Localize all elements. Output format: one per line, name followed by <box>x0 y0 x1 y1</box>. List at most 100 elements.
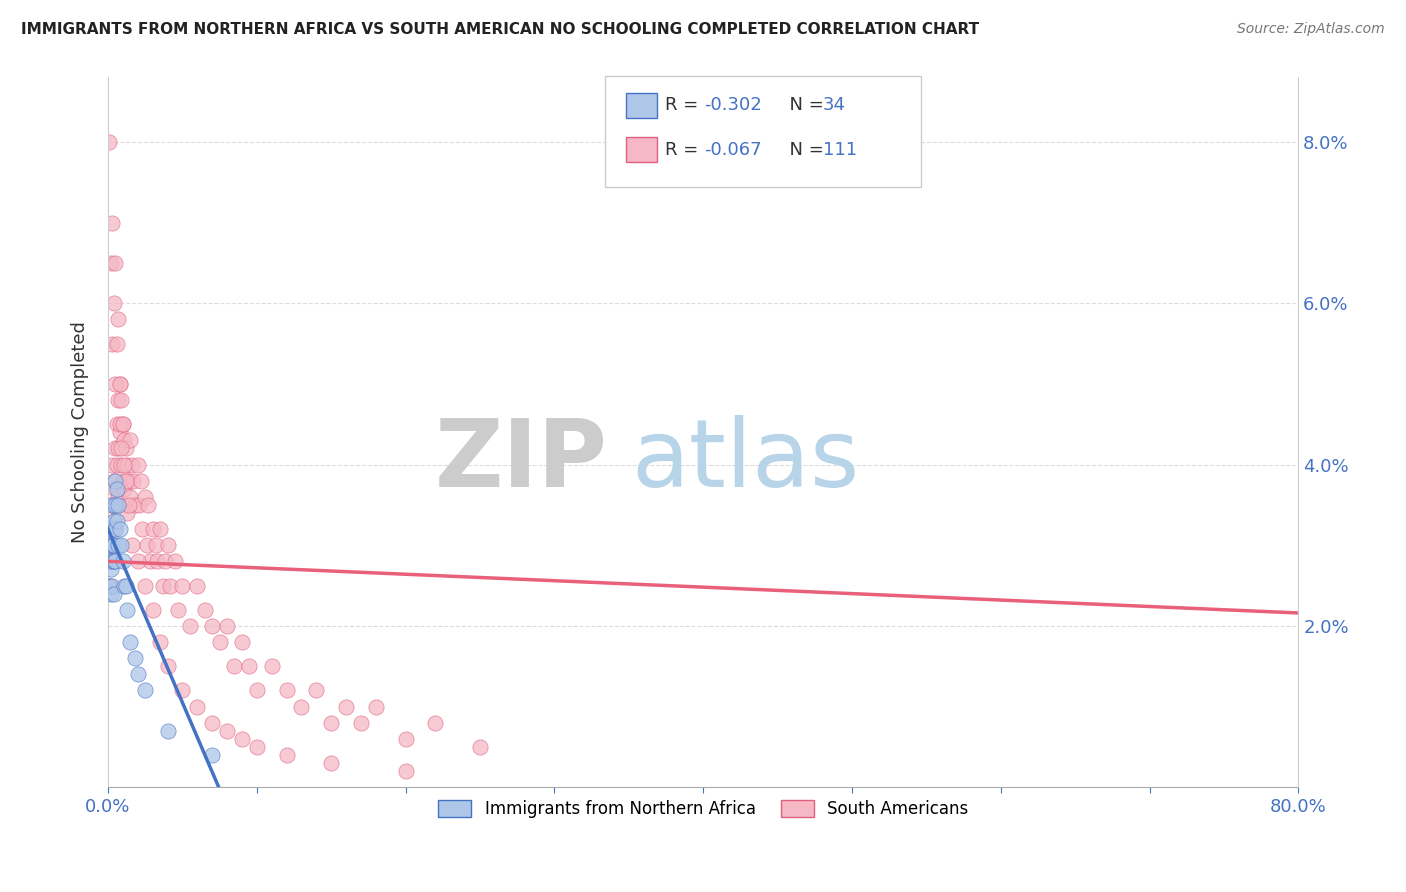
Point <box>215 619 238 633</box>
Point <box>127 458 149 472</box>
Point <box>103 554 125 568</box>
Point <box>128 498 150 512</box>
Point <box>104 376 127 391</box>
Point <box>246 739 269 754</box>
Point <box>103 474 125 488</box>
Point <box>108 376 131 391</box>
Point <box>156 659 179 673</box>
Point <box>163 554 186 568</box>
Point <box>115 498 138 512</box>
Point <box>104 498 127 512</box>
Point <box>104 522 127 536</box>
Point <box>134 490 156 504</box>
Point <box>121 538 143 552</box>
Point <box>101 458 124 472</box>
Text: N =: N = <box>778 141 830 159</box>
Point <box>127 667 149 681</box>
Point <box>100 522 122 536</box>
Point <box>129 474 152 488</box>
Point <box>117 458 139 472</box>
Point <box>120 635 142 649</box>
Point <box>104 554 127 568</box>
Point <box>111 417 134 432</box>
Point <box>100 538 122 552</box>
Point <box>118 474 141 488</box>
Point <box>111 417 134 432</box>
Point <box>101 498 124 512</box>
Point <box>98 578 121 592</box>
Text: atlas: atlas <box>631 415 860 507</box>
Point <box>100 498 122 512</box>
Point <box>186 578 208 592</box>
Point <box>156 723 179 738</box>
Point <box>425 715 447 730</box>
Point <box>115 442 138 456</box>
Point <box>103 514 125 528</box>
Point <box>142 522 165 536</box>
Point <box>100 256 122 270</box>
Point <box>108 376 131 391</box>
Point <box>117 603 139 617</box>
Point <box>112 458 135 472</box>
Point <box>107 538 129 552</box>
Point <box>108 522 131 536</box>
Point <box>276 747 298 762</box>
Point <box>321 715 343 730</box>
Point <box>98 554 121 568</box>
Point <box>305 683 328 698</box>
Point <box>208 635 231 649</box>
Point <box>112 482 135 496</box>
Point <box>201 747 224 762</box>
Point <box>146 554 169 568</box>
Text: 34: 34 <box>823 96 845 114</box>
Text: IMMIGRANTS FROM NORTHERN AFRICA VS SOUTH AMERICAN NO SCHOOLING COMPLETED CORRELA: IMMIGRANTS FROM NORTHERN AFRICA VS SOUTH… <box>21 22 979 37</box>
Point <box>101 538 124 552</box>
Point <box>111 474 134 488</box>
Point <box>100 554 122 568</box>
Point <box>186 699 208 714</box>
Point <box>104 482 127 496</box>
Point <box>179 619 201 633</box>
Point <box>104 442 127 456</box>
Point <box>172 578 194 592</box>
Point <box>121 458 143 472</box>
Point <box>145 538 167 552</box>
Point <box>101 578 124 592</box>
Point <box>107 442 129 456</box>
Point <box>100 578 122 592</box>
Point <box>153 554 176 568</box>
Point <box>134 578 156 592</box>
Text: R =: R = <box>665 96 704 114</box>
Point <box>98 554 121 568</box>
Point <box>260 659 283 673</box>
Point <box>231 635 253 649</box>
Text: N =: N = <box>778 96 830 114</box>
Text: ZIP: ZIP <box>434 415 607 507</box>
Point <box>136 498 159 512</box>
Point <box>98 135 121 149</box>
Point <box>101 216 124 230</box>
Point <box>134 683 156 698</box>
Point <box>110 538 132 552</box>
Point <box>159 578 181 592</box>
Point <box>335 699 357 714</box>
Point <box>124 498 146 512</box>
Point <box>107 312 129 326</box>
Point <box>138 554 160 568</box>
Text: R =: R = <box>665 141 704 159</box>
Point <box>103 296 125 310</box>
Point <box>364 699 387 714</box>
Point <box>149 635 172 649</box>
Point <box>105 498 128 512</box>
Point <box>100 586 122 600</box>
Point <box>110 458 132 472</box>
Point <box>112 578 135 592</box>
Point <box>149 522 172 536</box>
Point <box>120 490 142 504</box>
Point <box>104 474 127 488</box>
Point <box>105 514 128 528</box>
Point <box>394 731 416 746</box>
Point <box>394 764 416 778</box>
Point <box>105 417 128 432</box>
Point <box>98 538 121 552</box>
